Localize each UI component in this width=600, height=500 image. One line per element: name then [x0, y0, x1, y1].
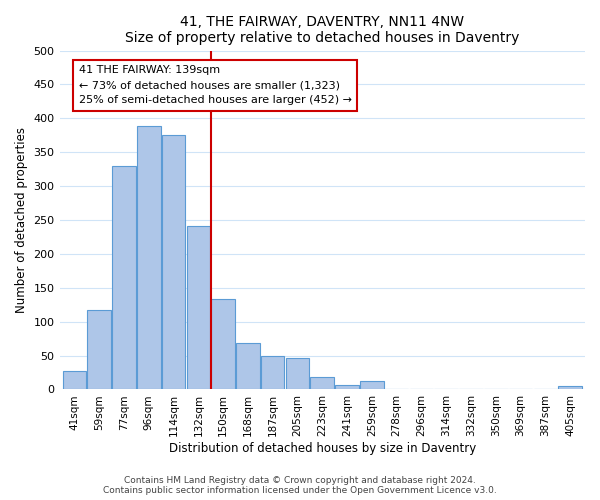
Bar: [286, 358, 309, 390]
Text: 41 THE FAIRWAY: 139sqm
← 73% of detached houses are smaller (1,323)
25% of semi-: 41 THE FAIRWAY: 139sqm ← 73% of detached…: [79, 66, 352, 105]
Bar: [335, 386, 359, 390]
Bar: [88, 310, 111, 390]
X-axis label: Distribution of detached houses by size in Daventry: Distribution of detached houses by size …: [169, 442, 476, 455]
Bar: [137, 126, 161, 390]
Bar: [187, 226, 210, 390]
Bar: [360, 380, 383, 390]
Bar: [62, 371, 86, 390]
Bar: [261, 356, 284, 390]
Bar: [559, 386, 582, 390]
Title: 41, THE FAIRWAY, DAVENTRY, NN11 4NW
Size of property relative to detached houses: 41, THE FAIRWAY, DAVENTRY, NN11 4NW Size…: [125, 15, 520, 45]
Bar: [310, 378, 334, 390]
Bar: [211, 300, 235, 390]
Y-axis label: Number of detached properties: Number of detached properties: [15, 127, 28, 313]
Bar: [236, 344, 260, 390]
Bar: [112, 166, 136, 390]
Text: Contains HM Land Registry data © Crown copyright and database right 2024.
Contai: Contains HM Land Registry data © Crown c…: [103, 476, 497, 495]
Bar: [162, 136, 185, 390]
